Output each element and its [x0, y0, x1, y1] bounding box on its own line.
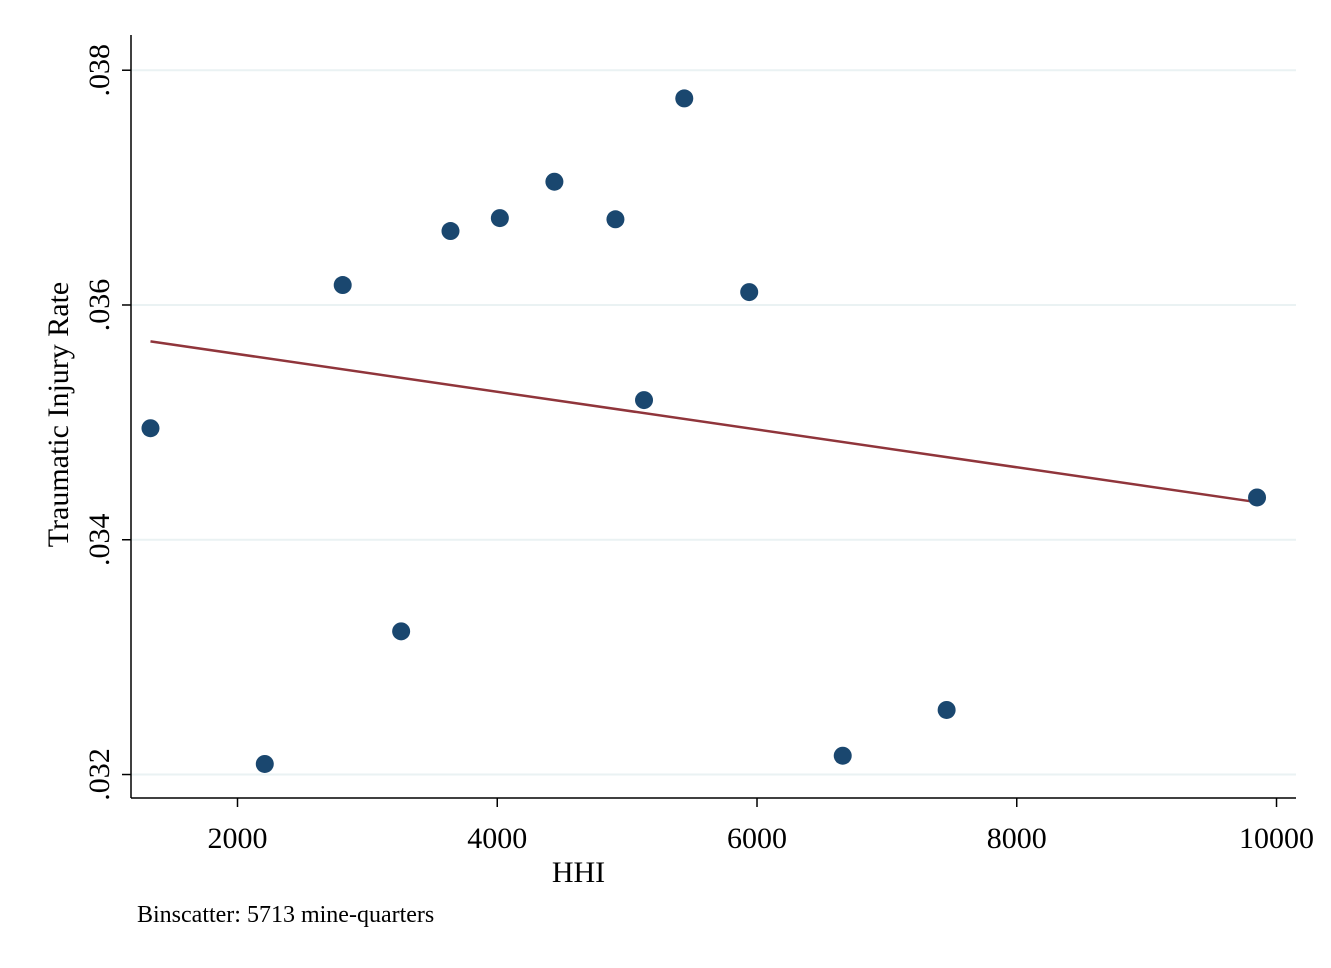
data-point	[490, 209, 509, 228]
data-point	[255, 754, 274, 773]
data-point	[141, 419, 160, 438]
chart-note: Binscatter: 5713 mine-quarters	[137, 902, 434, 928]
y-tick-label: .038	[83, 44, 116, 97]
fit-line-layer	[150, 340, 1258, 504]
x-tick-label: 6000	[727, 822, 787, 855]
data-point	[333, 276, 352, 295]
x-tick-label: 10000	[1239, 822, 1314, 855]
y-tick-label: .036	[83, 279, 116, 332]
data-point	[740, 283, 759, 302]
x-tick-label: 8000	[987, 822, 1047, 855]
x-tick-label: 4000	[467, 822, 527, 855]
fit-line	[150, 340, 1258, 504]
data-point	[545, 172, 564, 191]
x-tick-label: 2000	[207, 822, 267, 855]
y-tick-label: .034	[83, 514, 116, 567]
x-axis-ticks: 2000 4000 6000 8000 10000	[207, 798, 1314, 855]
data-point	[441, 222, 460, 241]
data-point	[833, 746, 852, 765]
data-point	[635, 391, 654, 410]
y-axis-ticks: .032 .034 .036 .038	[83, 44, 131, 801]
data-point	[937, 700, 956, 719]
data-point	[606, 210, 625, 229]
data-point	[1248, 488, 1267, 507]
data-points	[141, 89, 1267, 773]
y-axis-title: Traumatic Injury Rate	[42, 282, 75, 548]
data-point	[392, 622, 411, 641]
x-axis-title: HHI	[552, 856, 605, 889]
data-point	[675, 89, 694, 108]
y-tick-label: .032	[83, 748, 116, 801]
grid-lines	[131, 69, 1296, 776]
